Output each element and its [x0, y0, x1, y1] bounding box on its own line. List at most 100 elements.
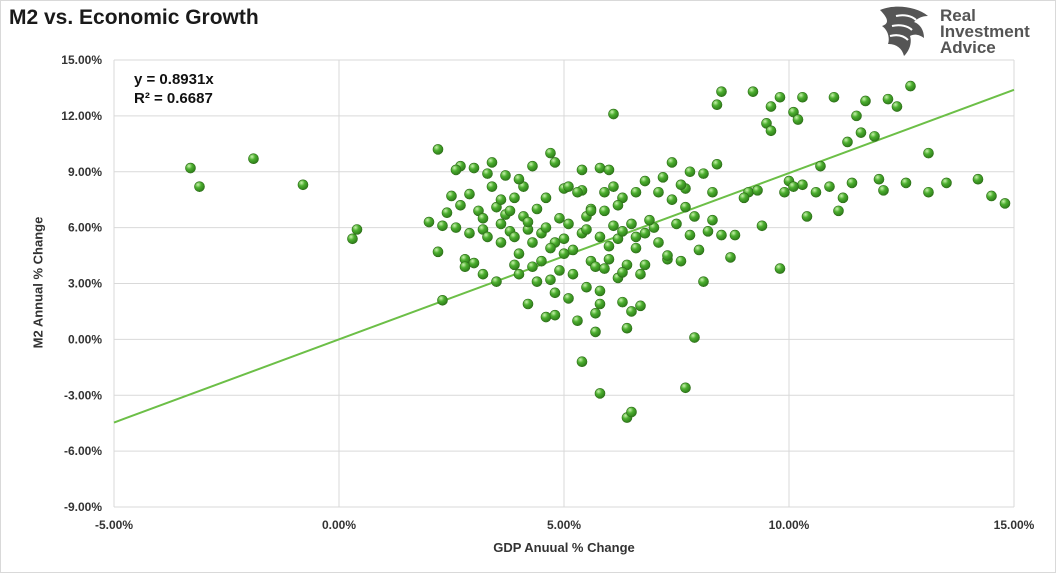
data-point [837, 192, 849, 204]
data-point [549, 157, 561, 168]
data-point [842, 136, 853, 148]
data-point [437, 220, 448, 232]
data-point [594, 231, 606, 243]
data-point [833, 205, 844, 217]
data-point [594, 285, 606, 297]
data-point [495, 218, 507, 230]
data-point [603, 164, 615, 176]
x-tick-label: -5.00% [95, 518, 133, 532]
data-point [576, 356, 588, 368]
y-tick-label: 0.00% [68, 332, 102, 346]
data-point [851, 110, 862, 122]
data-point [482, 168, 493, 179]
data-point [630, 186, 642, 198]
data-point [608, 108, 619, 120]
data-point [572, 315, 583, 327]
data-point [581, 224, 592, 235]
eagle-head-icon [880, 6, 928, 56]
data-point [797, 91, 808, 103]
data-point [599, 186, 610, 198]
data-point [752, 185, 763, 196]
logo-line-2: Investment [940, 22, 1030, 41]
data-point [486, 157, 498, 168]
data-point [612, 199, 624, 211]
data-point [675, 179, 687, 191]
trendline-equation: y = 0.8931x R² = 0.6687 [134, 70, 214, 108]
equation-formula: y = 0.8931x [134, 71, 214, 88]
data-point [554, 213, 565, 224]
data-point [747, 86, 759, 97]
y-tick-label: 12.00% [61, 109, 102, 123]
data-point [630, 242, 642, 254]
data-point [522, 298, 534, 310]
data-point [603, 253, 615, 265]
data-point [675, 255, 687, 267]
data-point [639, 175, 651, 187]
data-point [567, 268, 579, 280]
data-point [450, 164, 462, 176]
data-point [500, 170, 511, 181]
data-point [972, 173, 984, 185]
data-point [351, 224, 363, 235]
data-point [581, 281, 592, 293]
data-point [684, 166, 696, 178]
x-tick-label: 10.00% [769, 518, 810, 532]
data-point [698, 168, 709, 179]
data-point [900, 177, 912, 189]
data-point [509, 192, 520, 204]
data-point [594, 388, 606, 399]
data-point [716, 229, 727, 241]
data-point [563, 293, 574, 304]
data-point [194, 181, 205, 192]
data-point [635, 300, 646, 312]
data-point [437, 294, 448, 306]
data-point [477, 268, 489, 280]
data-point [572, 186, 583, 198]
x-axis-ticks: -5.00% 0.00% 5.00% 10.00% 15.00% [95, 518, 1035, 532]
data-point [810, 186, 822, 198]
data-point [725, 252, 736, 263]
data-point [905, 80, 916, 92]
data-point [986, 190, 997, 202]
data-point [617, 296, 628, 308]
data-point [882, 93, 894, 105]
data-point [756, 220, 768, 232]
data-point [464, 227, 475, 239]
data-point [441, 207, 453, 219]
data-point [860, 95, 871, 107]
data-point [878, 185, 889, 196]
data-point [567, 244, 579, 256]
data-point [666, 194, 678, 205]
data-point [482, 231, 493, 243]
data-point [666, 157, 678, 168]
data-point [491, 276, 502, 287]
data-point [923, 186, 934, 198]
equation-r-squared: R² = 0.6687 [134, 90, 213, 107]
data-point [509, 259, 520, 271]
y-tick-label: -6.00% [64, 444, 102, 458]
data-point [248, 153, 259, 165]
data-point [617, 226, 628, 237]
data-point [680, 201, 691, 213]
data-point [545, 242, 556, 254]
data-point [540, 222, 552, 233]
data-point [788, 181, 799, 192]
data-point [446, 190, 457, 202]
data-point [540, 311, 552, 323]
data-point [684, 229, 696, 241]
data-point [797, 179, 808, 191]
data-point [873, 173, 885, 185]
data-point [513, 268, 525, 280]
data-point [527, 237, 538, 248]
data-point [999, 198, 1011, 209]
data-point [585, 205, 597, 217]
data-point [824, 181, 835, 192]
data-point [608, 181, 619, 192]
data-point [869, 131, 880, 142]
logo-text: Real Investment Advice [940, 7, 1030, 56]
data-point [536, 255, 547, 267]
gridlines [113, 59, 1015, 508]
data-point [558, 248, 570, 259]
data-point [486, 181, 498, 192]
